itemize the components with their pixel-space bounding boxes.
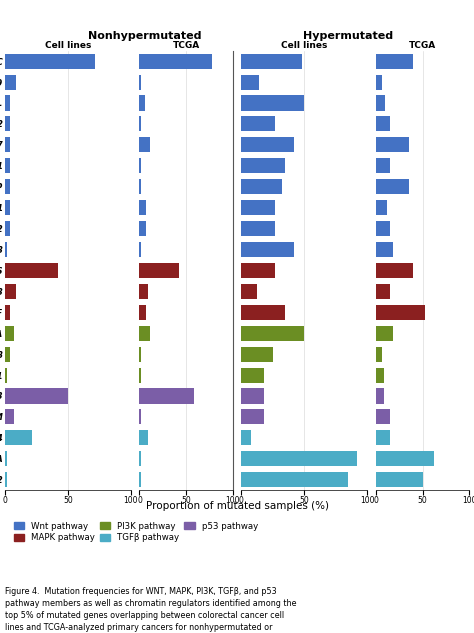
Bar bbox=[5, 304, 10, 320]
Bar bbox=[139, 54, 212, 68]
Bar bbox=[139, 347, 141, 361]
Bar bbox=[139, 263, 179, 278]
Bar bbox=[139, 96, 145, 111]
Bar bbox=[139, 410, 141, 425]
Bar bbox=[5, 410, 14, 425]
Bar bbox=[241, 221, 275, 236]
Bar bbox=[241, 304, 285, 320]
Bar bbox=[5, 430, 32, 446]
Bar bbox=[5, 368, 7, 382]
Bar bbox=[5, 451, 7, 467]
Bar bbox=[139, 158, 141, 173]
Bar bbox=[5, 284, 16, 299]
Bar bbox=[376, 96, 385, 111]
Bar bbox=[139, 472, 141, 487]
Bar bbox=[241, 325, 304, 341]
Bar bbox=[241, 96, 304, 111]
Bar bbox=[241, 158, 285, 173]
Bar bbox=[376, 325, 393, 341]
Bar bbox=[241, 137, 294, 153]
Bar bbox=[241, 75, 259, 90]
Bar bbox=[139, 304, 146, 320]
Bar bbox=[376, 75, 382, 90]
Text: Hypermutated: Hypermutated bbox=[303, 31, 393, 41]
Bar bbox=[376, 221, 390, 236]
Bar bbox=[139, 200, 146, 215]
Bar bbox=[241, 389, 264, 403]
Bar bbox=[376, 284, 390, 299]
Bar bbox=[139, 116, 141, 132]
Bar bbox=[5, 263, 58, 278]
Bar bbox=[241, 242, 294, 257]
Bar bbox=[5, 221, 10, 236]
Text: Proportion of mutated samples (%): Proportion of mutated samples (%) bbox=[146, 501, 328, 511]
Text: Figure 4.  Mutation frequencies for WNT, MAPK, PI3K, TGFβ, and p53
pathway membe: Figure 4. Mutation frequencies for WNT, … bbox=[5, 587, 296, 633]
Bar bbox=[241, 410, 264, 425]
Bar bbox=[241, 54, 302, 68]
Bar bbox=[5, 472, 7, 487]
Bar bbox=[376, 451, 434, 467]
Bar bbox=[5, 54, 95, 68]
Bar bbox=[376, 430, 390, 446]
Text: Nonhypermutated: Nonhypermutated bbox=[88, 31, 201, 41]
Bar bbox=[376, 242, 393, 257]
Bar bbox=[5, 200, 10, 215]
Bar bbox=[5, 116, 10, 132]
Legend: Wnt pathway, MAPK pathway, PI3K pathway, TGFβ pathway, p53 pathway: Wnt pathway, MAPK pathway, PI3K pathway,… bbox=[14, 522, 258, 542]
Bar bbox=[241, 451, 357, 467]
Bar bbox=[139, 451, 141, 467]
Bar bbox=[241, 347, 273, 361]
Bar bbox=[5, 179, 10, 194]
Bar bbox=[241, 263, 275, 278]
Bar bbox=[376, 410, 390, 425]
Title: TCGA: TCGA bbox=[409, 41, 437, 50]
Bar bbox=[376, 347, 382, 361]
Bar bbox=[376, 304, 425, 320]
Bar bbox=[139, 242, 141, 257]
Bar bbox=[241, 200, 275, 215]
Bar bbox=[139, 137, 150, 153]
Bar bbox=[139, 389, 193, 403]
Bar bbox=[5, 137, 10, 153]
Bar bbox=[139, 221, 146, 236]
Bar bbox=[139, 368, 141, 382]
Bar bbox=[241, 368, 264, 382]
Bar bbox=[376, 200, 387, 215]
Bar bbox=[376, 368, 383, 382]
Bar bbox=[5, 75, 16, 90]
Bar bbox=[241, 430, 252, 446]
Bar bbox=[139, 284, 148, 299]
Title: Cell lines: Cell lines bbox=[281, 41, 328, 50]
Bar bbox=[241, 116, 275, 132]
Bar bbox=[139, 430, 148, 446]
Bar bbox=[5, 389, 68, 403]
Bar bbox=[5, 96, 10, 111]
Bar bbox=[376, 158, 390, 173]
Bar bbox=[5, 158, 10, 173]
Bar bbox=[139, 179, 141, 194]
Bar bbox=[5, 325, 14, 341]
Bar bbox=[139, 325, 150, 341]
Bar bbox=[241, 284, 256, 299]
Bar bbox=[376, 472, 423, 487]
Bar bbox=[5, 242, 7, 257]
Bar bbox=[241, 179, 282, 194]
Bar bbox=[376, 389, 383, 403]
Bar bbox=[241, 472, 348, 487]
Bar bbox=[139, 75, 141, 90]
Title: TCGA: TCGA bbox=[173, 41, 200, 50]
Bar bbox=[376, 137, 409, 153]
Bar bbox=[5, 347, 10, 361]
Bar bbox=[376, 263, 413, 278]
Bar bbox=[376, 116, 390, 132]
Title: Cell lines: Cell lines bbox=[45, 41, 91, 50]
Bar bbox=[376, 179, 409, 194]
Bar bbox=[376, 54, 413, 68]
